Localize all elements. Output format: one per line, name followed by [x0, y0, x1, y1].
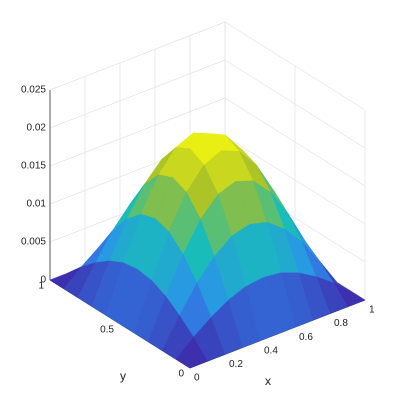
- grid-line: [49, 97, 226, 167]
- z-tick-label: 0.025: [21, 85, 46, 96]
- y-tick-label: 0.5: [100, 325, 114, 336]
- z-tick-label: 0.01: [27, 199, 47, 210]
- x-tick-label: 0.8: [334, 318, 348, 329]
- grid-line: [49, 59, 226, 129]
- grid-line: [224, 97, 366, 187]
- x-tick-label: 0.2: [229, 359, 243, 370]
- z-tick-label: 0.005: [21, 237, 46, 248]
- x-tick-label: 0.4: [264, 345, 278, 356]
- grid-line: [224, 135, 366, 225]
- y-tick-label: 0: [178, 369, 184, 380]
- x-tick-label: 1: [369, 305, 375, 316]
- z-tick-label: 0: [40, 275, 46, 286]
- y-tick-label: 1: [38, 281, 44, 292]
- x-tick-label: 0.6: [299, 332, 313, 343]
- x-axis-label: x: [265, 374, 271, 388]
- grid-line: [224, 21, 366, 111]
- grid-line: [224, 59, 366, 149]
- z-tick-label: 0.02: [27, 123, 47, 134]
- z-tick-label: 0.015: [21, 161, 46, 172]
- surface-patch: [175, 336, 208, 369]
- y-axis-label: y: [120, 369, 126, 383]
- x-tick-label: 0: [194, 373, 200, 384]
- grid-line: [49, 21, 226, 91]
